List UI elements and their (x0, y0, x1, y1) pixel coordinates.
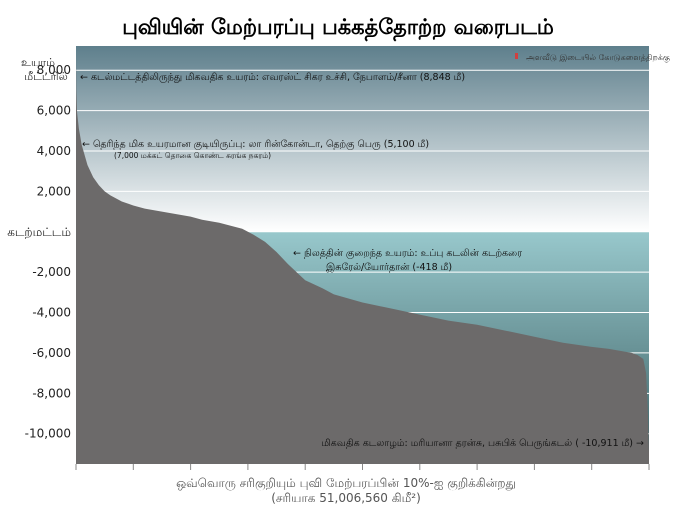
legend-marker-icon (515, 53, 518, 59)
y-tick-label: -10,000 (25, 427, 71, 441)
y-tick-label: -8,000 (32, 386, 71, 400)
y-tick-label: 4,000 (37, 144, 71, 158)
annotation-highest: ← கடல்மட்டத்திலிருந்து மிகவதிக உயரம்: எவ… (80, 72, 465, 83)
y-tick-label: -4,000 (32, 306, 71, 320)
y-tick-label: கடற்மட்டம் (7, 225, 71, 239)
chart-title: புவியின் மேற்பரப்பு பக்கத்தோற்ற வரைபடம் (122, 15, 554, 42)
annotation-habitation-note: (7,000 மக்கட் தொகை கொண்ட சுரங்க நகரம்) (114, 151, 271, 160)
annotation-lowest-land-2: இசுரேல்/யோர்தான் (-418 மீ) (326, 262, 452, 273)
sky-background (76, 46, 649, 232)
y-tick-label: -6,000 (32, 346, 71, 360)
x-axis-label-line1: ஒவ்வொரு சரிகுறியும் புவி மேற்பரப்பின் 10… (176, 476, 516, 491)
annotation-deepest: மிகவதிக கடலாழம்: மரியானா தரன்சு, பசுபிக்… (321, 438, 644, 449)
y-tick-label: 2,000 (37, 184, 71, 198)
terrain-area (76, 53, 649, 464)
y-tick-label: -2,000 (32, 265, 71, 279)
y-tick-label: 8,000 (37, 63, 71, 77)
legend: அளவீடு இடையில் கோடுகளைத்திறக்கு (515, 53, 670, 63)
legend-text: அளவீடு இடையில் கோடுகளைத்திறக்கு (526, 53, 670, 63)
annotation-lowest-land-1: ← நிலத்தின் குறைந்த உயரம்: உப்பு கடலின் … (293, 248, 523, 260)
y-axis-label-line1: உயரம் (21, 56, 55, 69)
x-axis-label-line2: (சரியாக 51,006,560 கிமீ²) (271, 491, 421, 505)
x-axis-ticks (75, 464, 650, 470)
y-tick-label: 6,000 (37, 104, 71, 118)
y-axis-ticks: 8,000 6,000 4,000 2,000 கடற்மட்டம் -2,000 -4,0… (7, 63, 71, 440)
annotation-habitation: ← தெரிந்த மிக உயரமான குடியிருப்பு: லா ரி… (82, 139, 429, 151)
y-axis-label-line2: மீட்டரில் (24, 70, 67, 83)
